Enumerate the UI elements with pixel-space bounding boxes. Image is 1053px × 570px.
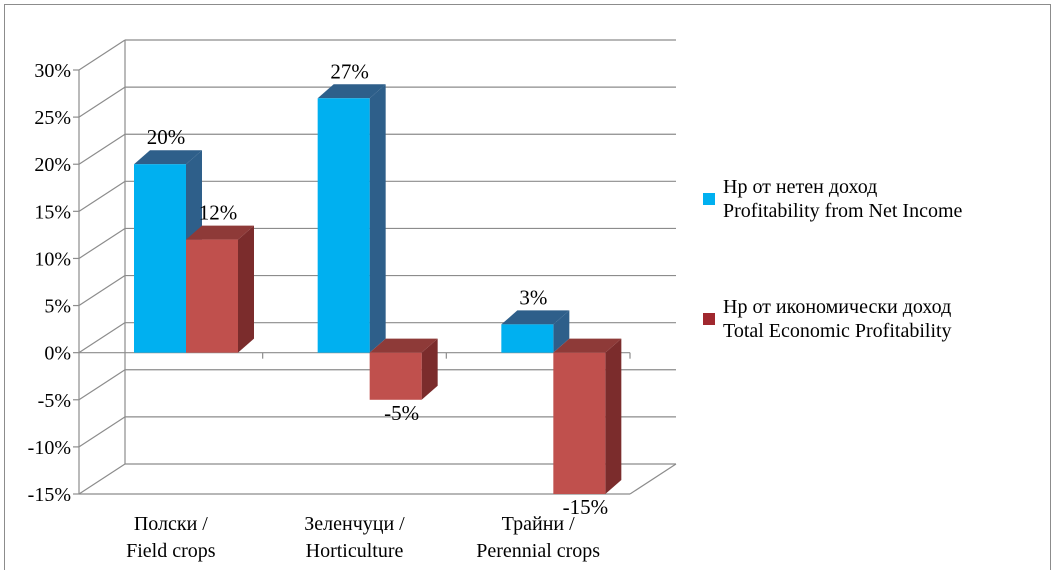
legend-label-economic-line1: Нр от икономически доход [723, 296, 952, 318]
x-category-label: Трайни / [502, 513, 575, 535]
data-labels-layer: 20% 12% 27% -5% 3% -15% [147, 59, 608, 519]
legend-swatch-net-income [703, 193, 715, 205]
bar-front [186, 239, 238, 353]
legend-label-economic-line2: Total Economic Profitability [723, 320, 952, 342]
bar-side [605, 338, 622, 494]
bar-top [317, 84, 386, 99]
bar-top [369, 338, 438, 353]
data-label: 12% [199, 201, 238, 225]
bar-front [134, 164, 186, 353]
bar-front [501, 324, 554, 353]
gridline-side [78, 86, 126, 118]
legend-swatch-economic [703, 313, 715, 325]
data-label: -5% [384, 401, 419, 425]
gridline-side [78, 39, 126, 71]
y-tick-label: -5% [38, 390, 71, 412]
data-label: 27% [330, 59, 369, 83]
gridline-side [78, 133, 126, 165]
data-label: -15% [563, 495, 609, 519]
bar-front [317, 98, 370, 353]
gridline-side [78, 369, 126, 401]
bars-layer [134, 84, 622, 494]
legend: Нр от нетен доход Profitability from Net… [703, 175, 1048, 343]
data-label: 3% [519, 285, 547, 309]
x-category-label: Полски / [134, 513, 208, 535]
x-category-label: Horticulture [306, 540, 404, 562]
chart-frame [4, 4, 1051, 570]
y-tick-label: 10% [34, 248, 71, 270]
bar-top [134, 150, 202, 165]
gridline-side [78, 463, 126, 495]
legend-label-net-income-line2: Profitability from Net Income [723, 200, 963, 222]
legend-label-net-income-line1: Нр от нетен доход [723, 176, 878, 198]
bar-side [238, 225, 254, 353]
gridline-side [78, 275, 126, 307]
bar-1-0 [186, 225, 254, 353]
gridline-side [78, 322, 126, 354]
y-tick-label: 15% [34, 201, 71, 223]
x-axis-categories: Полски / Field crops Зеленчуци / Horticultu… [126, 513, 600, 562]
y-tick-label: 0% [44, 343, 71, 365]
y-tick-label: 5% [44, 296, 71, 318]
x-category-label: Perennial crops [476, 540, 600, 562]
x-category-label: Field crops [126, 540, 216, 562]
bar-1-2 [553, 338, 622, 494]
y-tick-label: -10% [28, 437, 71, 459]
y-tick-label: -15% [28, 484, 71, 506]
legend-item-economic: Нр от икономически доход Total Economic … [703, 295, 1048, 343]
y-tick-label: 30% [34, 60, 71, 82]
legend-item-net-income: Нр от нетен доход Profitability from Net… [703, 175, 1048, 223]
bar-top [186, 225, 254, 240]
bar-side [369, 84, 386, 353]
bar-front [369, 352, 422, 400]
bar-0-2 [501, 310, 570, 353]
y-tick-label: 20% [34, 154, 71, 176]
floor-right-edge [629, 463, 677, 495]
bar-top [553, 338, 622, 353]
gridline-side [78, 180, 126, 212]
data-label: 20% [147, 125, 186, 149]
y-tick-label: 25% [34, 107, 71, 129]
gridline-side [78, 416, 126, 448]
bar-0-1 [317, 84, 386, 353]
bar-1-1 [369, 338, 438, 400]
bar-top [501, 310, 570, 325]
bar-side [421, 338, 438, 400]
gridline-side [78, 227, 126, 259]
bar-front [553, 352, 606, 494]
bar-chart: 30% 25% 20% 15% 10% 5% 0% -5% -10% -15% 20% 12% 27%… [28, 39, 677, 562]
bar-side [553, 310, 570, 353]
y-axis-ticks: 30% 25% 20% 15% 10% 5% 0% -5% -10% -15% [28, 60, 71, 506]
x-category-label: Зеленчуци / [304, 513, 405, 535]
